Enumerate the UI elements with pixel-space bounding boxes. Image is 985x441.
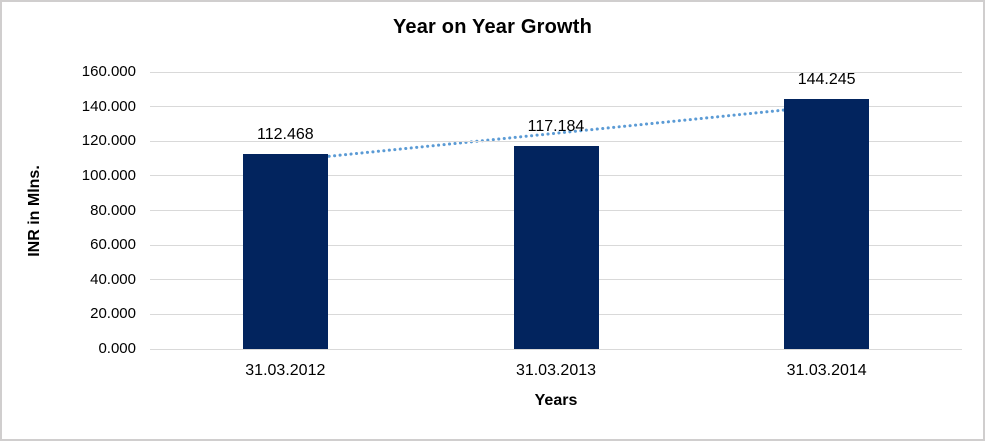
gridline <box>150 106 962 108</box>
x-axis-title: Years <box>534 392 578 409</box>
y-axis-tick-label: 100.000 <box>81 166 136 184</box>
y-axis-tick-label: 60.000 <box>90 236 136 254</box>
bar-31.03.2012 <box>242 154 328 349</box>
gridline <box>150 348 962 350</box>
gridline <box>150 71 962 73</box>
y-axis-tick-label: 160.000 <box>81 63 136 80</box>
y-axis-tick-label: 40.000 <box>90 270 136 288</box>
bar-data-label: 117.184 <box>527 118 585 136</box>
y-axis-tick-label: 120.000 <box>81 132 136 150</box>
bar-31.03.2013 <box>513 146 599 349</box>
y-axis-tick-label: 140.000 <box>81 97 136 115</box>
bar-data-label: 112.468 <box>257 126 314 144</box>
y-axis-tick-label: 0.000 <box>98 340 136 357</box>
gridline <box>150 140 962 142</box>
y-axis-tick-label: 20.000 <box>90 305 136 323</box>
x-axis-category-label: 31.03.2013 <box>515 362 597 379</box>
bar-31.03.2014 <box>784 99 870 349</box>
chart-title: Year on Year Growth <box>392 16 593 38</box>
y-axis-tick-label: 80.000 <box>90 201 136 219</box>
x-axis-category-label: 31.03.2014 <box>786 362 867 379</box>
bar-data-label: 144.245 <box>797 71 856 89</box>
x-axis-category-label: 31.03.2012 <box>245 362 326 379</box>
